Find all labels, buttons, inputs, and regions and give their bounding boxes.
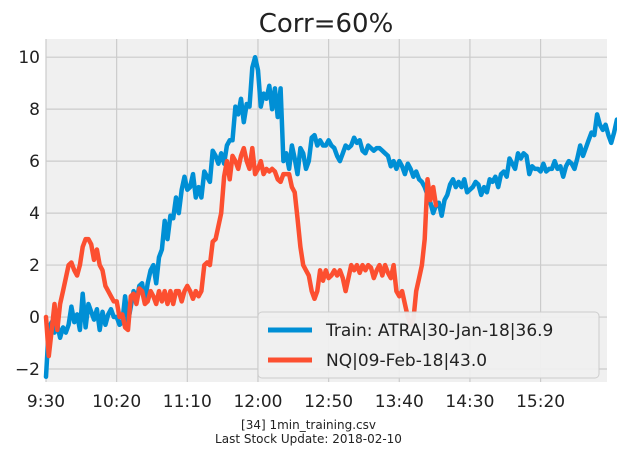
x-tick-label: 15:20 bbox=[516, 392, 565, 412]
x-tick-label: 10:20 bbox=[92, 392, 141, 412]
series-line-1 bbox=[43, 54, 617, 380]
legend-box bbox=[257, 311, 600, 379]
legend-label: NQ|09-Feb-18|43.0 bbox=[326, 351, 487, 371]
x-tick-label: 12:50 bbox=[304, 392, 353, 412]
legend: Train: ATRA|30-Jan-18|36.9 NQ|09-Feb-18|4… bbox=[257, 311, 600, 379]
chart-title: Corr=60% bbox=[259, 9, 394, 39]
x-tick-label: 14:30 bbox=[445, 392, 494, 412]
y-tick-label: 8 bbox=[29, 100, 40, 120]
y-tick-label: 4 bbox=[29, 204, 40, 224]
y-tick-label: 2 bbox=[29, 256, 40, 276]
y-tick-label: −2 bbox=[15, 360, 40, 380]
y-tick-label: 6 bbox=[29, 152, 40, 172]
series-lines bbox=[43, 54, 617, 380]
footer-filename: [34] 1min_training.csv bbox=[241, 418, 376, 432]
y-tick-label: 10 bbox=[18, 48, 40, 68]
series-line-2 bbox=[43, 145, 439, 359]
x-tick-label: 9:30 bbox=[27, 392, 65, 412]
y-tick-label: 0 bbox=[29, 308, 40, 328]
x-tick-label: 11:10 bbox=[163, 392, 212, 412]
tick-labels: 9:30 10:20 11:10 12:00 12:50 13:40 14:30 15:20 −… bbox=[15, 48, 565, 412]
x-tick-label: 12:00 bbox=[233, 392, 282, 412]
legend-label: Train: ATRA|30-Jan-18|36.9 bbox=[325, 321, 553, 341]
footer-last-update: Last Stock Update: 2018-02-10 bbox=[215, 432, 402, 446]
x-tick-label: 13:40 bbox=[375, 392, 424, 412]
